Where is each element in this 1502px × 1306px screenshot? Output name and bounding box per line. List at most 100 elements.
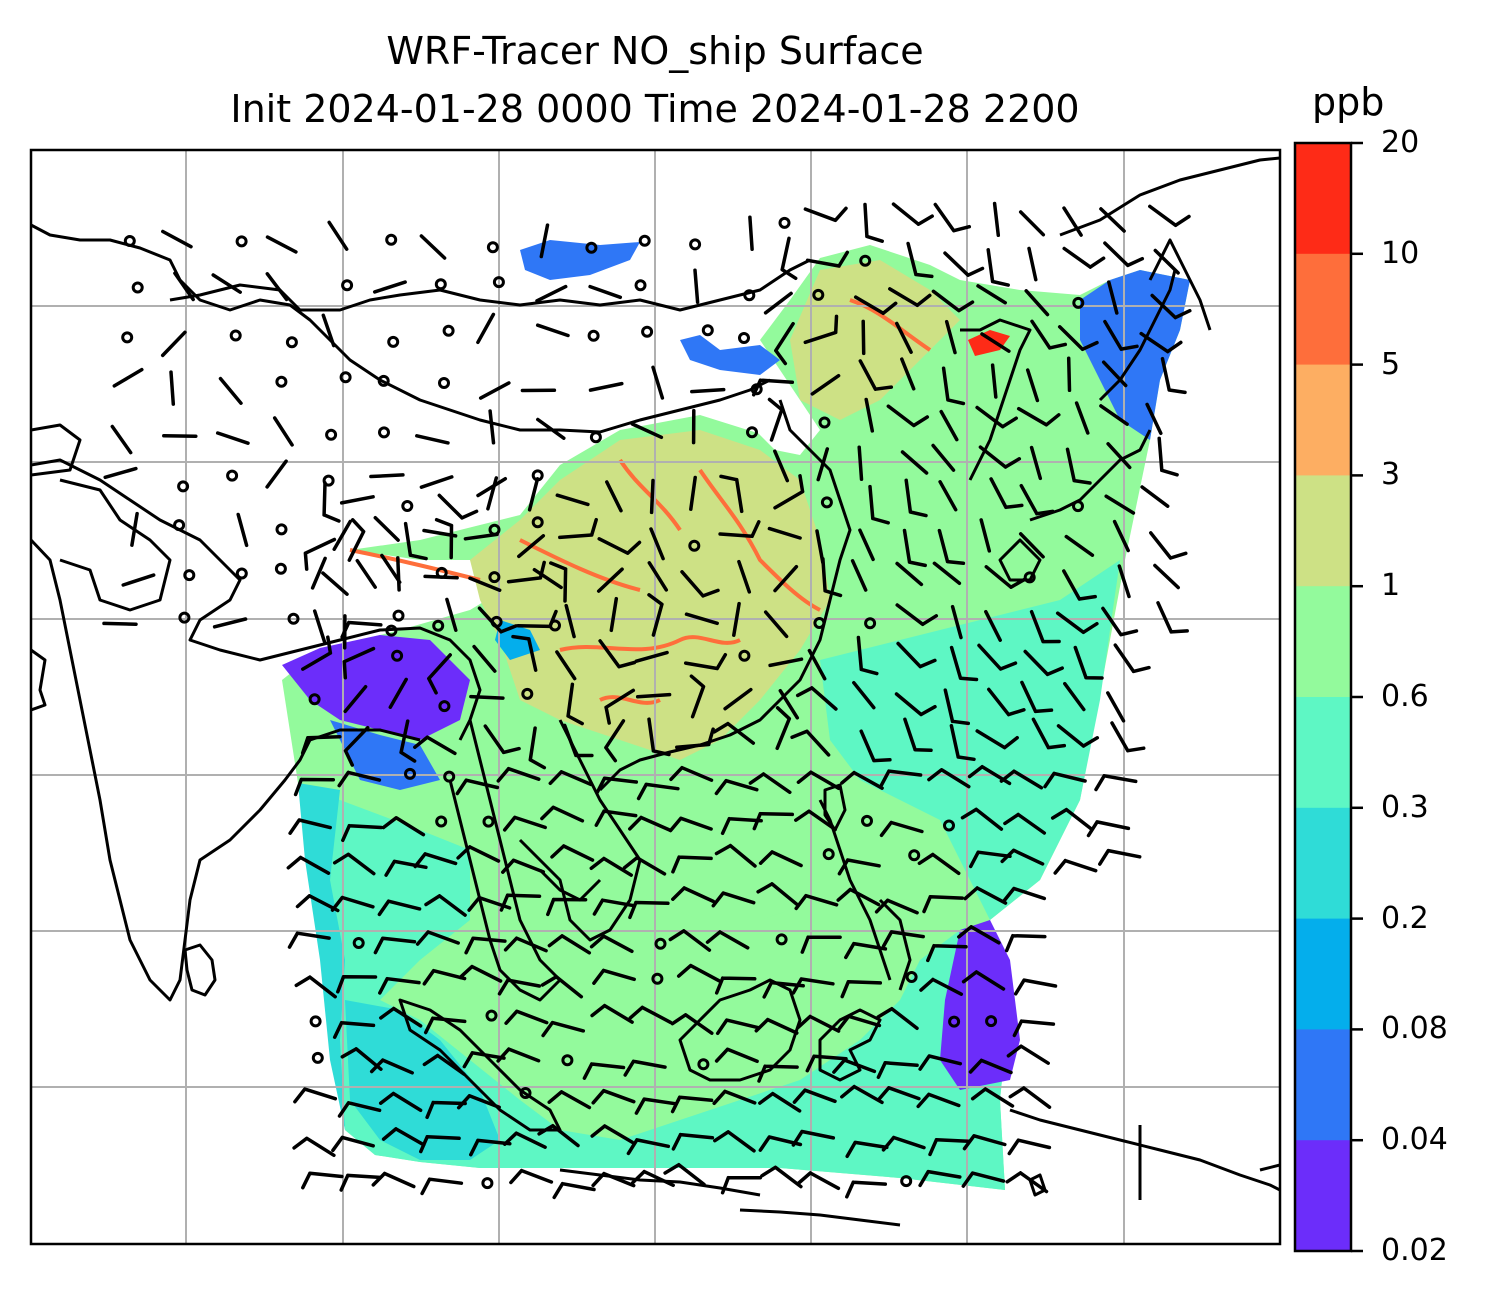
wind-barb — [881, 1135, 926, 1152]
wind-barb — [1157, 436, 1179, 477]
wind-barb — [597, 537, 642, 555]
wind-barb — [536, 417, 566, 440]
wind-barb — [464, 936, 507, 955]
wind-barb — [906, 241, 934, 279]
wind-barb — [1005, 1171, 1049, 1194]
wind-barb — [795, 686, 838, 711]
wind-barb — [670, 1013, 714, 1035]
wind-barb — [976, 284, 1007, 305]
wind-barb-calm — [864, 617, 877, 630]
wind-barb — [371, 1171, 416, 1189]
wind-barb — [337, 1101, 382, 1118]
wind-barb — [763, 610, 789, 639]
wind-barb — [962, 1134, 1007, 1151]
wind-barb — [840, 770, 884, 790]
colorbar-segment — [1295, 364, 1351, 476]
wind-barb — [1062, 569, 1097, 601]
wind-barb — [939, 409, 959, 442]
wind-barb — [462, 1051, 506, 1069]
wind-barb — [881, 930, 925, 948]
wind-barb — [1064, 534, 1095, 557]
wind-barb — [468, 576, 502, 592]
wind-barb-calm — [275, 375, 288, 388]
wind-barb — [680, 570, 720, 598]
wind-barb — [552, 1181, 596, 1200]
wind-barb — [1066, 356, 1072, 393]
colorbar-segment — [1295, 697, 1351, 809]
wind-barb — [1007, 1138, 1052, 1156]
wind-barb — [803, 206, 848, 223]
wind-barb — [774, 321, 795, 366]
wind-barb — [550, 844, 595, 862]
wind-barb — [757, 1064, 799, 1083]
wind-barb — [456, 1094, 501, 1110]
wind-barb — [689, 674, 706, 719]
colorbar-segment — [1295, 1029, 1351, 1141]
wind-barb — [312, 609, 327, 644]
wind-barb — [1029, 445, 1043, 481]
wind-barb-calm — [1023, 571, 1036, 584]
wind-barb-calm — [177, 480, 190, 493]
wind-barb — [455, 778, 500, 796]
wind-barb — [403, 521, 428, 561]
wind-barb — [161, 229, 193, 249]
wind-barb — [388, 677, 408, 709]
wind-barb — [588, 284, 623, 300]
wind-barb — [895, 321, 913, 354]
wind-barb — [926, 943, 968, 963]
map-title-line2: Init 2024-01-28 0000 Time 2024-01-28 220… — [230, 87, 1080, 131]
wind-barb — [961, 970, 1006, 991]
wind-barb — [211, 273, 242, 294]
wind-barb — [634, 1097, 678, 1115]
colorbar-tick-label: 0.3 — [1381, 789, 1429, 825]
wind-barb — [336, 975, 378, 994]
wind-barb — [1027, 246, 1038, 282]
wind-barb — [714, 1047, 759, 1064]
colorbar-segment — [1295, 807, 1351, 920]
wind-barb — [509, 1168, 554, 1185]
wind-barb — [477, 606, 518, 634]
wind-barb — [845, 1180, 888, 1199]
wind-barb-calm — [738, 332, 750, 344]
wind-barb — [821, 557, 843, 598]
wind-barb-calm — [438, 377, 450, 389]
wind-barb — [594, 809, 638, 827]
wind-barb-calm — [488, 571, 501, 584]
wind-barb — [1013, 978, 1058, 996]
wind-barb-calm — [275, 523, 288, 536]
wind-barb — [343, 684, 368, 714]
wind-barb — [591, 1171, 636, 1188]
wind-barb — [419, 475, 454, 489]
wind-barb — [517, 534, 546, 559]
wind-barb — [130, 511, 139, 547]
wind-barb — [427, 653, 452, 695]
wind-barb — [1117, 564, 1131, 599]
wind-barb — [714, 778, 759, 796]
wind-barb — [1112, 519, 1130, 553]
wind-barb — [332, 519, 352, 551]
wind-barb — [805, 250, 850, 268]
wind-barb — [768, 657, 804, 668]
wind-barb — [635, 692, 672, 699]
wind-barb-calm — [235, 235, 248, 248]
wind-barb — [539, 223, 550, 259]
wind-barb — [737, 559, 752, 594]
wind-barb — [103, 466, 138, 480]
wind-barb — [1098, 848, 1142, 866]
wind-barb — [1056, 724, 1100, 748]
wind-barb — [852, 680, 876, 710]
wind-barb — [879, 820, 924, 838]
wind-barb — [868, 484, 890, 525]
colorbar-tick-label: 5 — [1381, 346, 1401, 382]
gridlines — [31, 150, 1280, 1244]
wind-barb — [1008, 1086, 1052, 1109]
wind-barb — [380, 553, 402, 584]
wind-barb — [555, 493, 590, 507]
wind-barb — [651, 365, 665, 400]
wind-barb — [420, 1177, 464, 1196]
wind-barb-calm — [443, 770, 456, 783]
wind-barb — [984, 609, 1002, 642]
wind-barb-calm — [689, 238, 702, 251]
wind-barb — [1004, 933, 1047, 953]
wind-barb — [265, 272, 289, 302]
